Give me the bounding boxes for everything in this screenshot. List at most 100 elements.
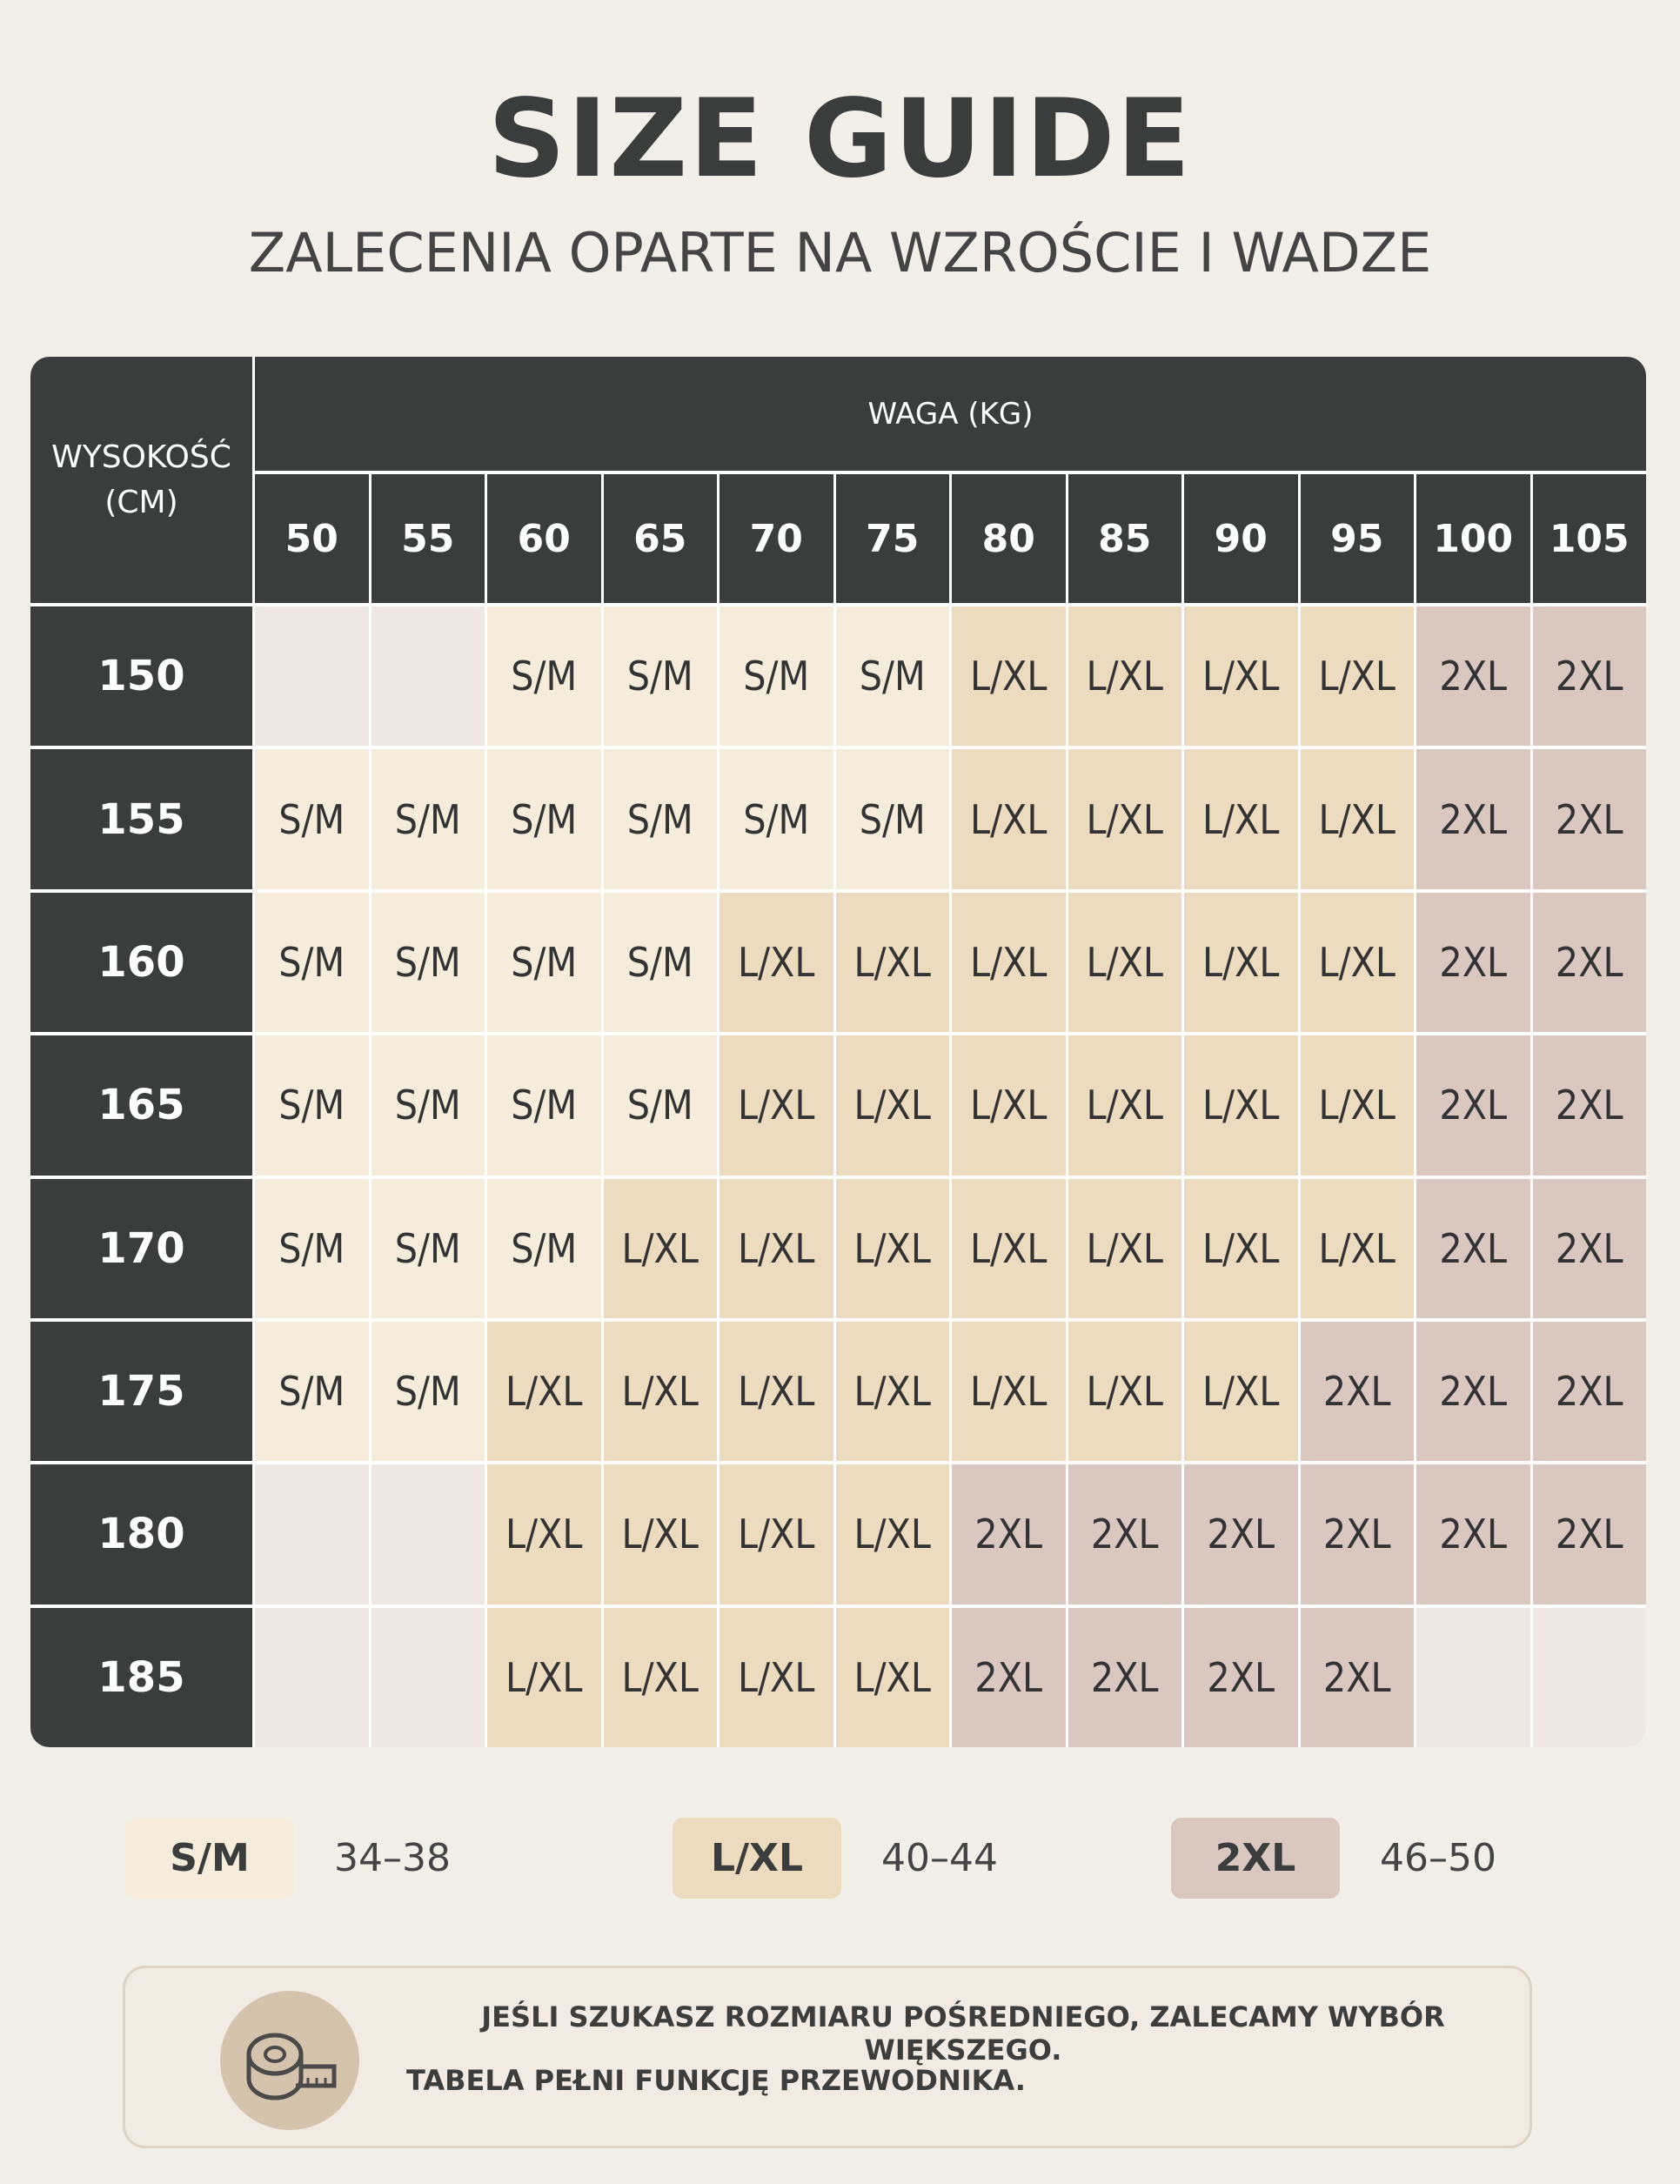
size-cell: S/M	[371, 749, 485, 889]
size-cell: L/XL	[1068, 606, 1181, 747]
size-cell: L/XL	[1184, 892, 1298, 1033]
size-cell: L/XL	[835, 1607, 949, 1747]
size-cell: 2XL	[1416, 606, 1530, 747]
size-cell: L/XL	[487, 1607, 601, 1747]
size-cell: L/XL	[603, 1321, 717, 1462]
weight-header-cell: 80	[952, 474, 1066, 603]
size-cell: L/XL	[603, 1178, 717, 1318]
size-cell: 2XL	[1532, 1178, 1646, 1318]
weight-header-cell: 65	[603, 474, 717, 603]
size-cell: L/XL	[835, 892, 949, 1033]
size-table: WYSOKOŚĆ (CM) WAGA (KG) 50 55 60 65 70 75 80 85 90…	[30, 357, 1646, 1747]
size-cell: 2XL	[1532, 892, 1646, 1033]
size-cell	[371, 1607, 485, 1747]
size-cell: S/M	[487, 749, 601, 889]
note-line: TABELA PEŁNI FUNKCJĘ PRZEWODNIKA.	[406, 2064, 1026, 2097]
size-cell: S/M	[603, 892, 717, 1033]
size-cell: L/XL	[1068, 1035, 1181, 1176]
size-cell: 2XL	[1416, 1321, 1530, 1462]
size-cell	[371, 606, 485, 747]
size-cell: L/XL	[487, 1464, 601, 1605]
weight-header-cell: 50	[255, 474, 369, 603]
size-cell: S/M	[603, 606, 717, 747]
size-cell: L/XL	[1068, 1178, 1181, 1318]
height-cell: 185	[30, 1607, 252, 1747]
size-cell: S/M	[255, 1035, 369, 1176]
size-cell: L/XL	[1300, 749, 1414, 889]
weight-header: WAGA (KG)	[255, 357, 1646, 471]
height-cell: 170	[30, 1178, 252, 1318]
size-cell: S/M	[371, 1321, 485, 1462]
height-cell: 150	[30, 606, 252, 747]
size-cell: L/XL	[952, 1178, 1066, 1318]
size-cell: L/XL	[1300, 892, 1414, 1033]
tape-icon	[220, 1991, 359, 2130]
size-cell: L/XL	[720, 1321, 833, 1462]
height-cell: 165	[30, 1035, 252, 1176]
size-cell: L/XL	[720, 1464, 833, 1605]
size-cell: S/M	[255, 892, 369, 1033]
size-cell: S/M	[487, 1178, 601, 1318]
legend-badge: L/XL	[673, 1818, 841, 1899]
size-cell	[371, 1464, 485, 1605]
size-cell: 2XL	[1068, 1464, 1181, 1605]
size-cell: L/XL	[603, 1607, 717, 1747]
size-cell: L/XL	[720, 1607, 833, 1747]
height-cell: 160	[30, 892, 252, 1033]
weight-header-cell: 85	[1068, 474, 1181, 603]
size-cell: S/M	[371, 892, 485, 1033]
size-cell: L/XL	[952, 1035, 1066, 1176]
size-cell: L/XL	[1068, 1321, 1181, 1462]
size-cell	[1532, 1607, 1646, 1747]
size-cell: 2XL	[1532, 606, 1646, 747]
size-cell	[255, 1464, 369, 1605]
size-cell: L/XL	[835, 1035, 949, 1176]
weight-header-cell: 60	[487, 474, 601, 603]
size-cell: 2XL	[1532, 1035, 1646, 1176]
size-cell: 2XL	[1416, 1464, 1530, 1605]
size-cell: S/M	[487, 892, 601, 1033]
size-cell: L/XL	[835, 1464, 949, 1605]
size-cell: S/M	[255, 749, 369, 889]
size-cell: L/XL	[720, 1035, 833, 1176]
size-cell: 2XL	[1416, 749, 1530, 889]
size-cell: S/M	[371, 1035, 485, 1176]
size-cell: 2XL	[1300, 1321, 1414, 1462]
size-cell: L/XL	[1184, 606, 1298, 747]
legend-range: 34–38	[334, 1836, 451, 1880]
size-cell	[255, 1607, 369, 1747]
size-cell: S/M	[603, 1035, 717, 1176]
weight-header-cell: 95	[1300, 474, 1414, 603]
size-cell: S/M	[487, 606, 601, 747]
size-cell: L/XL	[835, 1178, 949, 1318]
legend-range: 40–44	[881, 1836, 998, 1880]
note-box: JEŚLI SZUKASZ ROZMIARU POŚREDNIEGO, ZALE…	[123, 1966, 1532, 2148]
size-cell: L/XL	[1300, 606, 1414, 747]
size-cell: L/XL	[720, 1178, 833, 1318]
size-cell: L/XL	[1184, 1321, 1298, 1462]
size-cell: 2XL	[1068, 1607, 1181, 1747]
size-cell: S/M	[835, 606, 949, 747]
size-cell: S/M	[487, 1035, 601, 1176]
size-cell: 2XL	[1300, 1607, 1414, 1747]
size-cell: L/XL	[952, 749, 1066, 889]
size-cell: S/M	[371, 1178, 485, 1318]
weight-header-cell: 105	[1532, 474, 1646, 603]
size-cell: L/XL	[1300, 1178, 1414, 1318]
size-cell: S/M	[720, 749, 833, 889]
size-cell	[255, 606, 369, 747]
size-cell: L/XL	[1184, 749, 1298, 889]
size-cell: 2XL	[1300, 1464, 1414, 1605]
corner-header: WYSOKOŚĆ (CM)	[30, 357, 252, 603]
size-cell: L/XL	[1068, 892, 1181, 1033]
size-cell: S/M	[720, 606, 833, 747]
size-cell: 2XL	[1416, 892, 1530, 1033]
legend-badge: S/M	[125, 1818, 294, 1899]
size-cell: L/XL	[952, 606, 1066, 747]
size-cell: L/XL	[1068, 749, 1181, 889]
size-cell	[1416, 1607, 1530, 1747]
weight-header-cell: 100	[1416, 474, 1530, 603]
legend-badge: 2XL	[1171, 1818, 1340, 1899]
size-cell: 2XL	[1416, 1178, 1530, 1318]
size-cell: 2XL	[952, 1464, 1066, 1605]
